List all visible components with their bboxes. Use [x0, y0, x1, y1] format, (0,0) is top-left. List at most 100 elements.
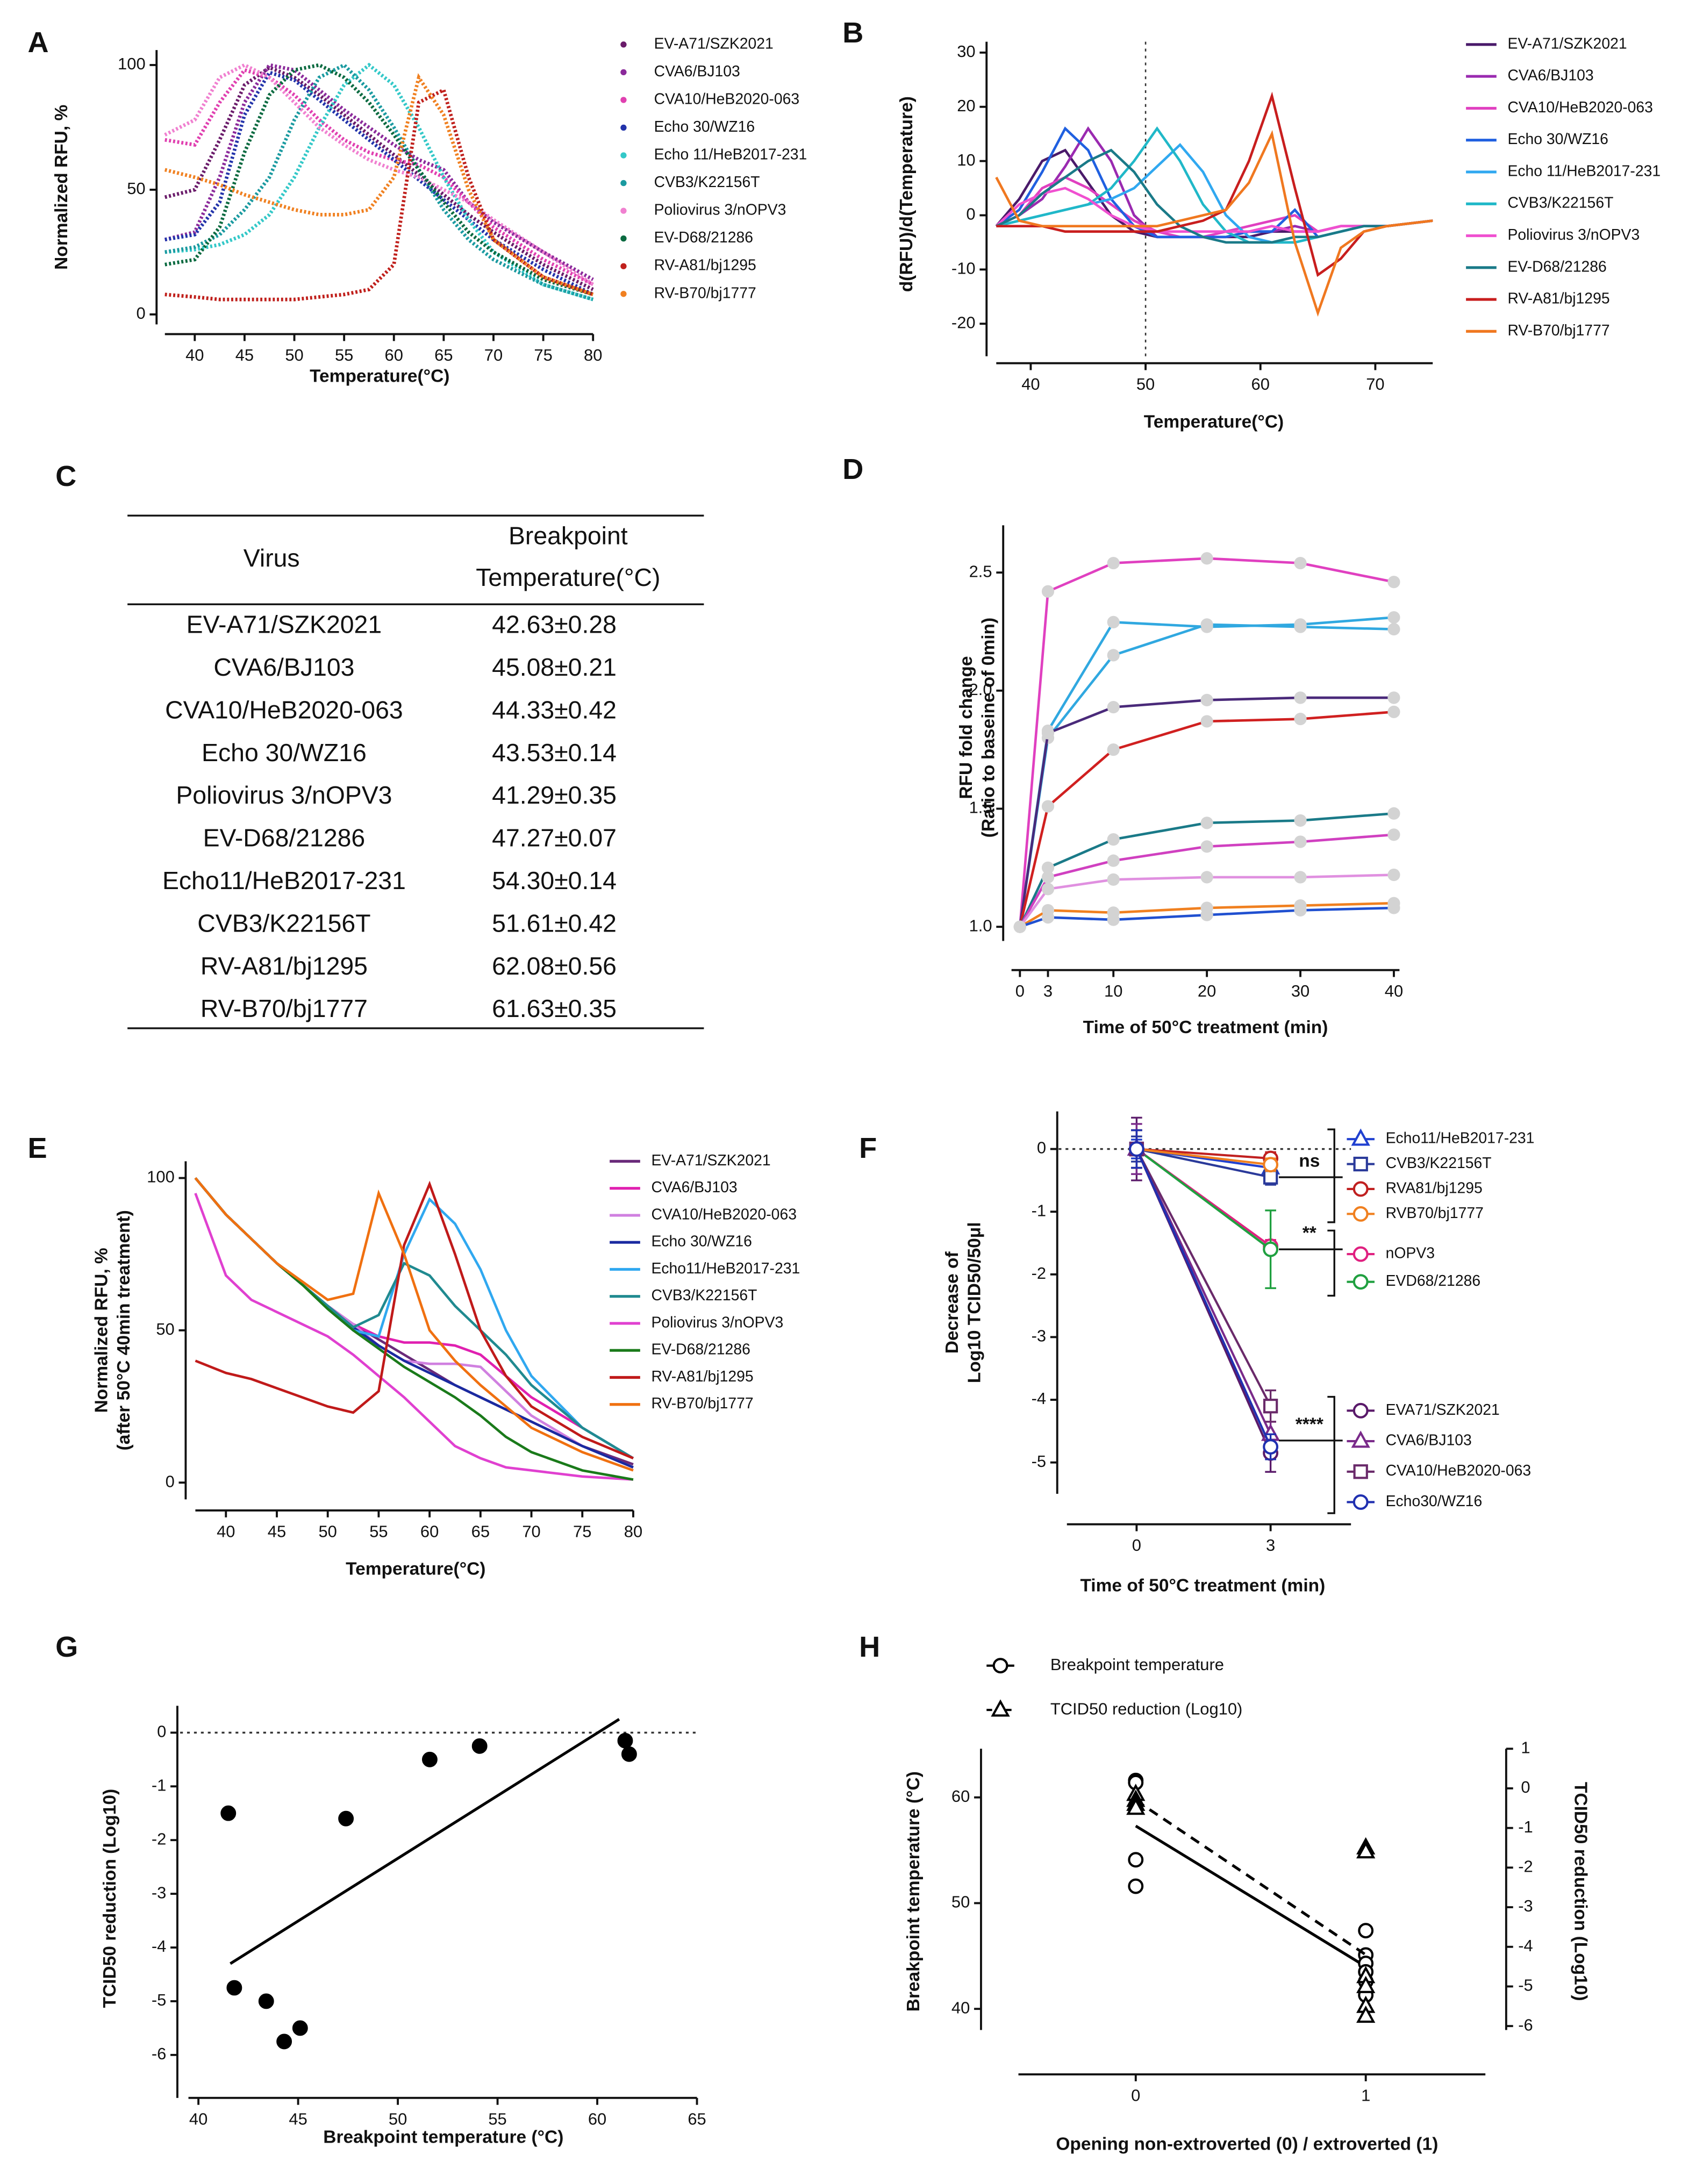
x-tick-label: 3	[1266, 1536, 1275, 1555]
y-tick-label: 40	[951, 1998, 970, 2017]
x-tick-label: 65	[688, 2109, 706, 2128]
x-tick-label: 60	[1251, 375, 1270, 393]
x-tick-label: 50	[1136, 375, 1155, 393]
x-tick-label: 70	[522, 1522, 540, 1541]
legend-label: Echo 11/HeB2017-231	[1507, 162, 1661, 180]
x-tick-label: 0	[1015, 982, 1025, 1000]
series-line	[164, 63, 594, 297]
data-point	[1263, 1439, 1279, 1455]
series-line	[1136, 1148, 1271, 1250]
series-line	[996, 126, 1433, 239]
y2-tick-label: -3	[1518, 1896, 1533, 1915]
data-point	[471, 1738, 488, 1754]
legend-marker	[620, 152, 627, 159]
data-point	[276, 2033, 292, 2050]
y-tick-label: -2	[1032, 1264, 1047, 1283]
legend-marker	[620, 180, 627, 187]
table-header: Temperature(°C)	[476, 563, 660, 591]
panel-letter: A	[28, 26, 49, 59]
y2-tick-label: -1	[1518, 1817, 1533, 1836]
legend-marker	[1352, 1181, 1369, 1197]
x-tick-label: 70	[484, 346, 503, 364]
data-point	[1294, 691, 1307, 704]
y-tick-label: 2.0	[969, 680, 992, 699]
y-tick-label: 20	[957, 96, 975, 115]
legend-marker	[1352, 1274, 1369, 1290]
legend-label: CVA6/BJ103	[651, 1179, 737, 1196]
series-line	[995, 187, 1433, 233]
legend-marker	[620, 41, 627, 48]
table-cell: 45.08±0.21	[492, 653, 617, 681]
y-tick-label: -20	[951, 313, 976, 332]
data-point	[1041, 883, 1055, 896]
legend-label: CVA6/BJ103	[1386, 1432, 1472, 1449]
y-tick-label: -5	[1032, 1452, 1047, 1471]
legend-bracket	[1327, 1128, 1335, 1223]
table-cell: 54.30±0.14	[492, 867, 617, 894]
x-tick-label: 75	[534, 346, 552, 364]
legend-marker	[620, 291, 627, 297]
data-point	[1387, 576, 1400, 589]
legend-marker	[1353, 1156, 1368, 1172]
y-tick-label: -3	[152, 1883, 167, 1902]
data-point	[1387, 705, 1400, 718]
y2-axis-title: TCID50 reduction (Log10)	[1571, 1782, 1591, 2001]
data-point	[1387, 611, 1400, 624]
x-tick-label: 50	[318, 1522, 337, 1541]
legend-bracket	[1327, 1229, 1335, 1297]
table-cell: Echo11/HeB2017-231	[162, 867, 406, 894]
data-point	[1200, 552, 1213, 565]
series-line	[995, 130, 1433, 317]
legend-marker	[620, 97, 627, 103]
y-tick-label: 50	[127, 179, 145, 198]
legend-label: Echo 30/WZ16	[651, 1233, 752, 1250]
series-line	[1019, 696, 1394, 927]
table-cell: CVA6/BJ103	[213, 653, 354, 681]
y-tick-label: 0	[966, 205, 975, 224]
y-tick-label: 100	[147, 1168, 175, 1186]
y-tick-label: 0	[1037, 1138, 1046, 1157]
y-tick-label: -4	[152, 1937, 167, 1956]
x-tick-label: 0	[1131, 2086, 1140, 2104]
data-point	[338, 1810, 354, 1827]
data-point	[421, 1751, 438, 1767]
legend-label: RVA81/bj1295	[1386, 1179, 1483, 1197]
panel-letter: G	[55, 1631, 78, 1663]
series-line	[996, 91, 1433, 277]
data-point	[1107, 743, 1120, 756]
legend-label: CVA10/HeB2020-063	[654, 90, 800, 108]
table-cell: EV-D68/21286	[203, 824, 366, 852]
data-point	[1200, 840, 1213, 853]
legend-label: Poliovirus 3/nOPV3	[654, 202, 786, 219]
data-point	[1387, 807, 1400, 820]
fit-line	[230, 1718, 620, 1965]
y2-tick-label: -4	[1518, 1936, 1533, 1955]
legend-label: EVD68/21286	[1386, 1272, 1481, 1290]
data-point	[258, 1993, 274, 2009]
table-cell: EV-A71/SZK2021	[187, 611, 382, 639]
data-point	[1294, 556, 1307, 570]
series-line	[164, 65, 594, 291]
y-axis-title: d(RFU)/d(Temperature)	[897, 96, 917, 292]
panel-letter: F	[859, 1132, 877, 1164]
series-line	[1018, 557, 1394, 927]
y-tick-label: 100	[118, 54, 146, 73]
y-tick-label: -2	[152, 1829, 167, 1848]
panel-letter: C	[55, 460, 76, 492]
series-line	[1019, 711, 1394, 927]
y-tick-label: -5	[152, 1990, 167, 2009]
series-line	[1136, 1148, 1271, 1179]
y-axis-title: RFU fold change	[956, 656, 976, 799]
table-cell: CVA10/HeB2020-063	[165, 696, 403, 724]
y2-tick-label: -6	[1518, 2015, 1533, 2034]
y-tick-label: 10	[957, 151, 975, 169]
table-cell: Poliovirus 3/nOPV3	[176, 781, 392, 809]
legend-label: CVA6/BJ103	[1507, 67, 1593, 84]
x-tick-label: 0	[1132, 1536, 1141, 1555]
legend-marker	[1351, 1128, 1370, 1146]
panel-letter: E	[28, 1132, 47, 1164]
x-axis-title: Temperature(°C)	[310, 366, 449, 386]
series-line	[164, 87, 594, 302]
legend-label: EV-A71/SZK2021	[651, 1152, 770, 1169]
legend-label: RV-B70/bj1777	[651, 1395, 753, 1412]
